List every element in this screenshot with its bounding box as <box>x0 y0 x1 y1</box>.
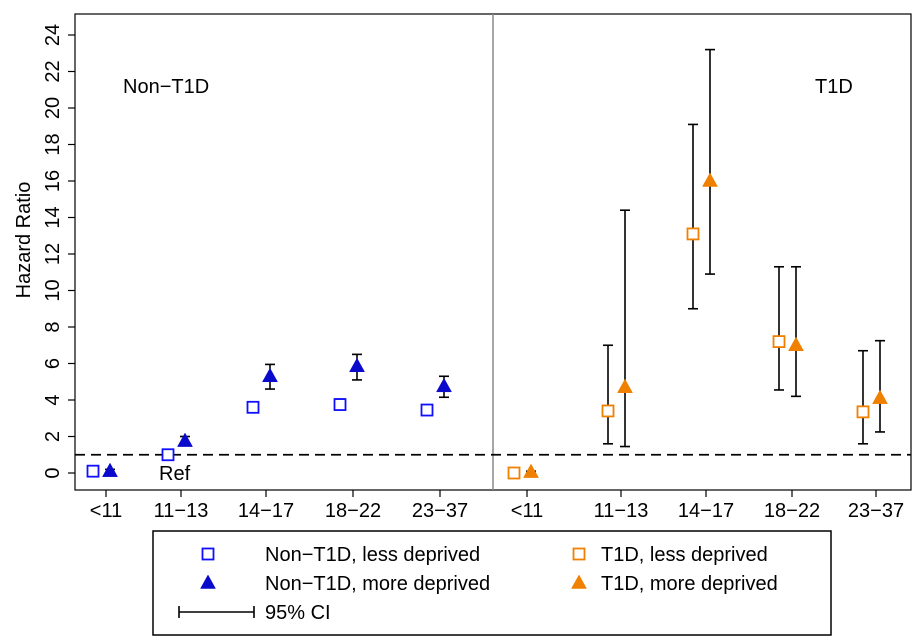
data-point <box>262 367 278 383</box>
legend: Non−T1D, less deprived T1D, less deprived… <box>152 530 832 636</box>
legend-box <box>152 530 832 636</box>
data-point <box>772 335 786 349</box>
y-tick-label: 16 <box>42 170 64 192</box>
legend-label: Non−T1D, more deprived <box>265 573 490 595</box>
y-tick-label: 0 <box>42 467 64 478</box>
y-tick-label: 6 <box>42 358 64 369</box>
x-tick-label: 14−17 <box>678 500 734 522</box>
reference-label: Ref <box>159 463 191 485</box>
data-point <box>617 378 633 393</box>
legend-marker <box>571 574 587 589</box>
x-tick-label: 14−17 <box>238 500 294 522</box>
data-point <box>686 227 700 241</box>
data-point <box>333 398 347 411</box>
data-point <box>420 403 434 417</box>
y-tick-label: 22 <box>42 60 64 82</box>
data-point <box>102 462 118 477</box>
y-tick-label: 14 <box>42 206 64 228</box>
data-point <box>601 404 615 418</box>
data-point <box>872 389 888 404</box>
panel-label-non-t1d: Non−T1D <box>123 76 209 98</box>
data-point <box>788 336 804 351</box>
legend-marker <box>572 547 586 561</box>
y-tick-label: 8 <box>42 321 64 332</box>
data-point <box>349 357 365 372</box>
data-point <box>246 400 260 414</box>
data-point <box>177 432 193 447</box>
y-tick-label: 4 <box>42 394 64 405</box>
x-tick-label: 11−13 <box>154 500 209 522</box>
legend-label: T1D, more deprived <box>601 573 778 595</box>
x-tick-label: 11−13 <box>594 500 649 522</box>
y-axis-label: Hazard Ratio <box>13 182 35 299</box>
data-point <box>161 448 175 462</box>
y-tick-label: 2 <box>42 431 64 442</box>
data-point <box>436 377 452 393</box>
x-tick-label: 23−37 <box>848 500 904 522</box>
y-tick-label: 18 <box>42 133 64 155</box>
y-tick-label: 24 <box>42 24 64 46</box>
legend-label: T1D, less deprived <box>601 544 768 566</box>
panel-label-t1d: T1D <box>815 76 853 98</box>
y-tick-label: 10 <box>42 279 64 301</box>
legend-label: Non−T1D, less deprived <box>265 544 480 566</box>
data-point <box>86 464 100 478</box>
y-tick-label: 20 <box>42 97 64 119</box>
x-tick-label: <11 <box>511 500 543 522</box>
x-tick-label: 18−22 <box>764 500 820 522</box>
data-point <box>523 463 539 478</box>
x-tick-label: 18−22 <box>325 500 381 522</box>
data-point <box>507 466 521 480</box>
x-tick-label: <11 <box>90 500 122 522</box>
data-point <box>856 405 870 419</box>
y-tick-label: 12 <box>42 243 64 265</box>
legend-marker <box>201 547 215 561</box>
data-point <box>702 172 718 187</box>
x-tick-label: 23−37 <box>412 500 468 522</box>
legend-marker <box>200 574 216 589</box>
legend-ci-label: 95% CI <box>265 602 331 624</box>
